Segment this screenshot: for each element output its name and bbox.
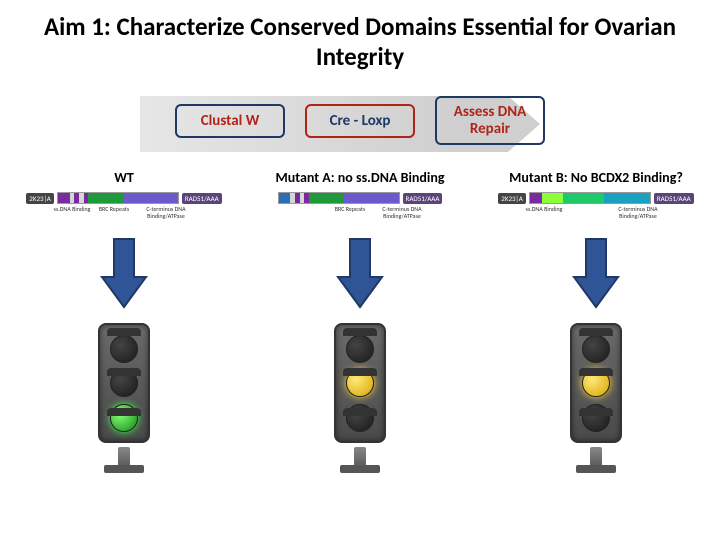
- domain-tag-right: RAD51/AAA: [654, 193, 694, 204]
- domain-diagram: RAD51/AAA BRC RepeatsC-terminus DNA Bindi…: [278, 192, 443, 219]
- columns-row: WT 2K23|A RAD51/AAA ss.DNA BindingBRC Repea…: [0, 169, 720, 473]
- domain-bar: [278, 192, 400, 204]
- lamp-red: [110, 335, 138, 363]
- domain-diagram: 2K23|A RAD51/AAA ss.DNA BindingBRC Repeats…: [26, 192, 221, 219]
- page-title: Aim 1: Characterize Conserved Domains Es…: [0, 0, 720, 72]
- domain-labels: ss.DNA BindingC-terminus DNA Binding/ATP…: [524, 206, 668, 219]
- lamp-red: [346, 335, 374, 363]
- steps-row: Clustal W Cre - Loxp Assess DNA Repair: [0, 96, 720, 145]
- traffic-base: [340, 465, 380, 473]
- lamp-red: [582, 335, 610, 363]
- domain-bar: [57, 192, 179, 204]
- step-cre: Cre - Loxp: [305, 104, 415, 138]
- column-1: Mutant A: no ss.DNA Binding RAD51/AAA BRC …: [242, 169, 478, 473]
- traffic-light: [330, 323, 390, 473]
- traffic-base: [576, 465, 616, 473]
- column-0: WT 2K23|A RAD51/AAA ss.DNA BindingBRC Repea…: [6, 169, 242, 473]
- column-2: Mutant B: No BCDX2 Binding? 2K23|A RAD51/A…: [478, 169, 714, 473]
- column-title: Mutant A: no ss.DNA Binding: [276, 169, 445, 186]
- step-clustal: Clustal W: [175, 104, 285, 138]
- domain-tag-right: RAD51/AAA: [403, 193, 443, 204]
- down-arrow-icon: [96, 237, 152, 309]
- down-arrow-icon: [568, 237, 624, 309]
- traffic-base: [104, 465, 144, 473]
- domain-tag-left: 2K23|A: [498, 193, 526, 204]
- step-assess: Assess DNA Repair: [435, 96, 545, 145]
- domain-bar: [529, 192, 651, 204]
- traffic-light: [566, 323, 626, 473]
- column-title: WT: [114, 169, 134, 186]
- domain-tag-right: RAD51/AAA: [182, 193, 222, 204]
- domain-diagram: 2K23|A RAD51/AAA ss.DNA BindingC-terminus …: [498, 192, 693, 219]
- domain-tag-left: 2K23|A: [26, 193, 54, 204]
- down-arrow-icon: [332, 237, 388, 309]
- column-title: Mutant B: No BCDX2 Binding?: [509, 169, 683, 186]
- traffic-light: [94, 323, 154, 473]
- domain-labels: BRC RepeatsC-terminus DNA Binding/ATPase: [288, 206, 432, 219]
- domain-labels: ss.DNA BindingBRC RepeatsC-terminus DNA …: [52, 206, 196, 219]
